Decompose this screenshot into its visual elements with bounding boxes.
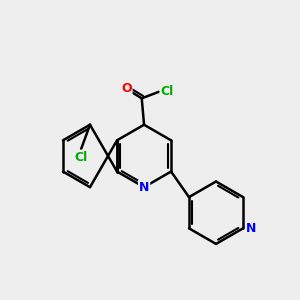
Text: N: N xyxy=(139,181,149,194)
Text: Cl: Cl xyxy=(160,85,174,98)
Text: Cl: Cl xyxy=(74,151,88,164)
Text: O: O xyxy=(121,82,132,95)
Text: N: N xyxy=(246,222,256,235)
